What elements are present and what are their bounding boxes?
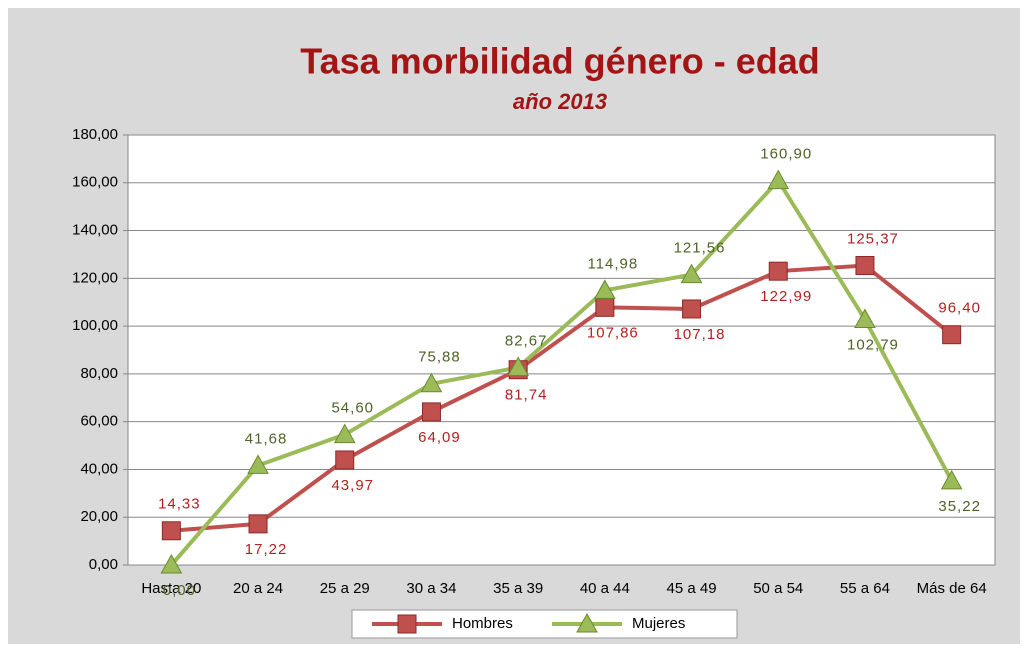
marker bbox=[161, 521, 181, 541]
value-label: 160,90 bbox=[760, 146, 812, 163]
marker bbox=[942, 325, 962, 345]
value-label: 64,09 bbox=[418, 429, 461, 446]
marker bbox=[940, 469, 963, 490]
x-tick-label: 45 a 49 bbox=[667, 580, 717, 597]
marker bbox=[421, 402, 441, 422]
y-tick-label: 80,00 bbox=[80, 365, 118, 382]
value-label: 96,40 bbox=[938, 300, 981, 317]
marker bbox=[397, 614, 417, 634]
value-label: 75,88 bbox=[418, 349, 461, 366]
marker bbox=[247, 454, 269, 474]
value-label: 114,98 bbox=[587, 255, 638, 272]
x-tick-label: 30 a 34 bbox=[406, 580, 456, 597]
marker bbox=[855, 256, 875, 276]
value-label: 0,00 bbox=[163, 582, 196, 599]
y-tick-label: 0,00 bbox=[89, 556, 118, 573]
marker bbox=[333, 423, 356, 444]
x-tick-label: Más de 64 bbox=[917, 580, 987, 597]
value-label: 35,22 bbox=[938, 498, 981, 515]
value-label: 121,56 bbox=[674, 240, 726, 257]
y-tick-label: 20,00 bbox=[80, 508, 118, 525]
value-label: 125,37 bbox=[847, 230, 899, 247]
marker bbox=[680, 263, 703, 284]
x-tick-label: 50 a 54 bbox=[753, 580, 803, 597]
marker bbox=[420, 372, 443, 393]
y-tick-label: 40,00 bbox=[80, 460, 118, 477]
y-tick-label: 60,00 bbox=[80, 413, 118, 430]
y-tick-label: 140,00 bbox=[72, 222, 118, 239]
value-label: 102,79 bbox=[847, 336, 899, 353]
marker bbox=[594, 279, 616, 299]
marker bbox=[160, 553, 183, 574]
legend-label: Hombres bbox=[452, 615, 513, 632]
value-label: 43,97 bbox=[331, 477, 374, 494]
marker bbox=[595, 297, 615, 317]
marker bbox=[682, 299, 702, 319]
value-label: 107,18 bbox=[674, 326, 726, 343]
marker bbox=[854, 308, 876, 328]
marker bbox=[768, 261, 788, 281]
value-label: 107,86 bbox=[587, 324, 639, 341]
marker bbox=[335, 450, 355, 470]
marker bbox=[507, 356, 529, 377]
series-line bbox=[169, 177, 954, 567]
y-tick-label: 100,00 bbox=[72, 317, 118, 334]
series-line bbox=[171, 263, 953, 533]
plot-area bbox=[127, 134, 996, 566]
x-tick-label: 55 a 64 bbox=[840, 580, 890, 597]
y-tick-label: 160,00 bbox=[72, 174, 118, 191]
x-tick-label: 35 a 39 bbox=[493, 580, 543, 597]
marker bbox=[576, 612, 598, 633]
chart-title: Tasa morbilidad género - edad bbox=[300, 41, 819, 82]
y-tick-label: 180,00 bbox=[72, 126, 118, 143]
x-tick-label: Hasta 20 bbox=[141, 580, 201, 597]
chart-subtitle: año 2013 bbox=[513, 89, 607, 114]
value-label: 54,60 bbox=[331, 400, 374, 417]
x-tick-label: 40 a 44 bbox=[580, 580, 630, 597]
value-label: 81,74 bbox=[505, 387, 548, 404]
value-label: 82,67 bbox=[505, 332, 548, 349]
x-tick-label: 20 a 24 bbox=[233, 580, 283, 597]
value-label: 122,99 bbox=[760, 288, 812, 305]
legend-label: Mujeres bbox=[632, 615, 685, 632]
marker bbox=[248, 514, 268, 534]
y-tick-label: 120,00 bbox=[72, 269, 118, 286]
value-label: 41,68 bbox=[245, 430, 288, 447]
value-label: 14,33 bbox=[158, 496, 201, 513]
marker bbox=[767, 169, 790, 190]
value-label: 17,22 bbox=[245, 541, 288, 558]
x-tick-label: 25 a 29 bbox=[320, 580, 370, 597]
